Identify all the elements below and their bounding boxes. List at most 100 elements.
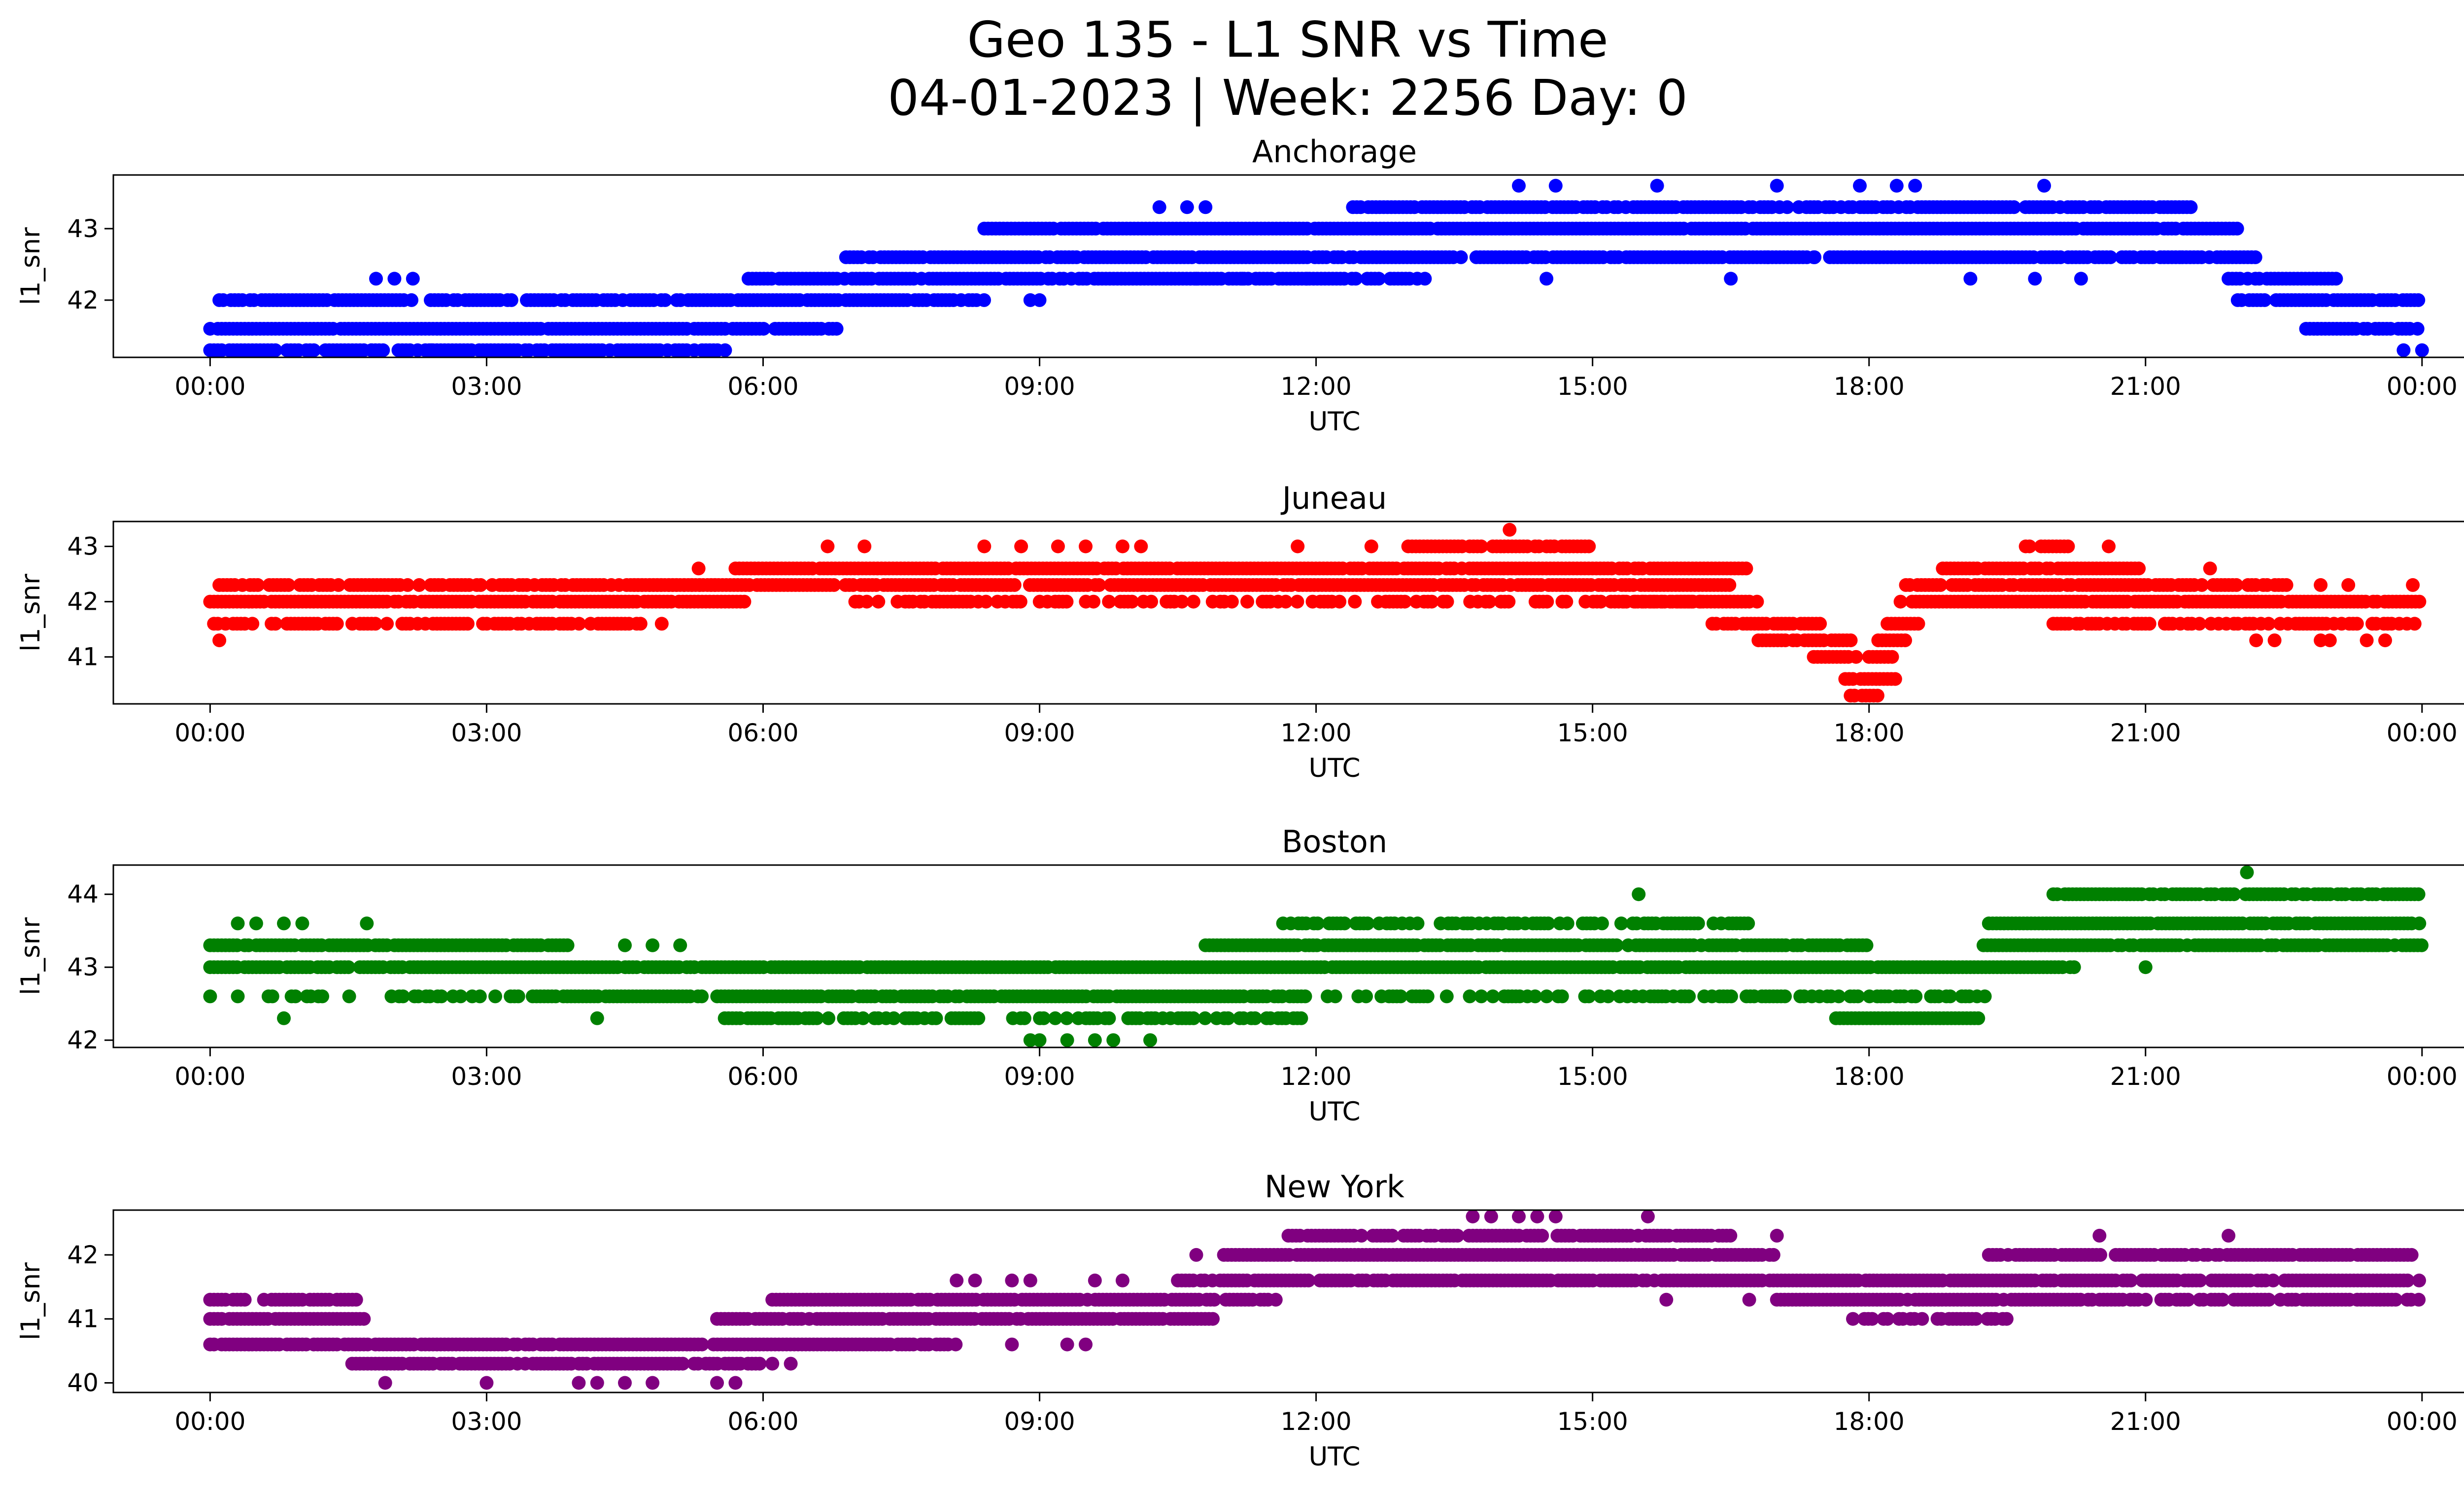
data-point bbox=[859, 594, 874, 609]
data-series bbox=[203, 522, 2427, 703]
data-point bbox=[1144, 594, 1158, 609]
figure-title-line2: 04-01-2023 | Week: 2256 Day: 0 bbox=[888, 69, 1688, 127]
y-tick-label: 42 bbox=[67, 286, 99, 314]
data-point bbox=[295, 916, 309, 931]
x-axis-label: UTC bbox=[1308, 1097, 1360, 1127]
data-point bbox=[1298, 989, 1312, 1004]
data-point bbox=[434, 989, 448, 1004]
data-point bbox=[1486, 989, 1500, 1004]
data-point bbox=[1778, 989, 1792, 1004]
data-point bbox=[977, 293, 991, 307]
data-point bbox=[1032, 1033, 1047, 1047]
data-point bbox=[1898, 633, 1912, 648]
data-point bbox=[474, 578, 488, 592]
y-axis-label: l1_snr bbox=[16, 227, 46, 305]
data-point bbox=[357, 1312, 371, 1326]
axes-frame bbox=[112, 864, 2464, 1048]
data-point bbox=[1482, 594, 1497, 609]
data-point bbox=[1348, 594, 1362, 609]
data-point bbox=[1761, 250, 1775, 264]
data-point bbox=[1333, 594, 1347, 609]
data-point bbox=[2407, 617, 2422, 631]
data-point bbox=[1911, 617, 1925, 631]
x-tick-label: 00:00 bbox=[174, 719, 245, 747]
x-tick-label: 06:00 bbox=[727, 372, 798, 401]
x-tick-label: 18:00 bbox=[1834, 719, 1905, 747]
data-point bbox=[1143, 1033, 1157, 1047]
data-point bbox=[460, 617, 475, 631]
panel-title: Juneau bbox=[1280, 480, 1387, 516]
data-point bbox=[1853, 178, 1867, 193]
data-point bbox=[1832, 989, 1846, 1004]
data-point bbox=[1235, 272, 1249, 286]
data-point bbox=[2410, 322, 2425, 336]
x-tick-label: 00:00 bbox=[174, 372, 245, 401]
data-point bbox=[1371, 272, 1386, 286]
data-point bbox=[281, 578, 296, 592]
data-point bbox=[1741, 916, 1755, 931]
data-point bbox=[1559, 594, 1574, 609]
data-point bbox=[2142, 617, 2156, 631]
data-point bbox=[2279, 578, 2293, 592]
data-point bbox=[401, 578, 415, 592]
data-point bbox=[1048, 1011, 1062, 1025]
data-point bbox=[1364, 539, 1378, 554]
data-point bbox=[1106, 1033, 1121, 1047]
data-point bbox=[676, 1356, 690, 1371]
data-point bbox=[1885, 650, 1899, 664]
y-tick-label: 44 bbox=[67, 880, 99, 908]
x-tick-label: 00:00 bbox=[2387, 372, 2458, 401]
data-point bbox=[979, 594, 993, 609]
data-point bbox=[1541, 916, 1555, 931]
data-point bbox=[2230, 221, 2244, 236]
data-point bbox=[1474, 989, 1488, 1004]
x-tick-label: 21:00 bbox=[2110, 719, 2181, 747]
data-point bbox=[1013, 594, 1027, 609]
data-point bbox=[949, 1337, 963, 1352]
data-point bbox=[1454, 250, 1468, 264]
x-tick-label: 12:00 bbox=[1281, 719, 1352, 747]
data-point bbox=[1813, 617, 1827, 631]
data-point bbox=[342, 989, 356, 1004]
data-point bbox=[1807, 250, 1821, 264]
data-point bbox=[1398, 594, 1412, 609]
data-point bbox=[1060, 594, 1074, 609]
data-series bbox=[203, 865, 2429, 1047]
x-tick-label: 15:00 bbox=[1557, 719, 1628, 747]
data-point bbox=[887, 1011, 901, 1025]
data-point bbox=[695, 1337, 709, 1352]
data-point bbox=[821, 1011, 836, 1025]
data-point bbox=[1310, 916, 1325, 931]
y-axis-label: l1_snr bbox=[16, 917, 46, 995]
data-point bbox=[2138, 960, 2153, 974]
data-point bbox=[618, 938, 632, 952]
data-point bbox=[2261, 617, 2276, 631]
data-point bbox=[511, 989, 525, 1004]
x-tick-label: 03:00 bbox=[451, 1062, 522, 1091]
data-point bbox=[2028, 272, 2042, 286]
data-point bbox=[1410, 916, 1425, 931]
data-point bbox=[1909, 989, 1923, 1004]
data-point bbox=[1632, 887, 1646, 902]
data-point bbox=[2037, 178, 2051, 193]
data-point bbox=[1528, 989, 1542, 1004]
figure-title-line1: Geo 135 - L1 SNR vs Time bbox=[967, 11, 1608, 69]
x-tick-label: 18:00 bbox=[1834, 1062, 1905, 1091]
data-point bbox=[2061, 539, 2075, 554]
data-point bbox=[1889, 178, 1904, 193]
x-tick-label: 00:00 bbox=[2387, 719, 2458, 747]
data-point bbox=[971, 1011, 986, 1025]
data-point bbox=[810, 1011, 824, 1025]
data-point bbox=[1051, 539, 1065, 554]
data-point bbox=[1440, 594, 1454, 609]
data-point bbox=[1079, 539, 1093, 554]
data-point bbox=[1614, 916, 1628, 931]
data-point bbox=[691, 561, 706, 576]
data-point bbox=[504, 293, 518, 307]
data-point bbox=[1394, 989, 1408, 1004]
data-point bbox=[1186, 594, 1200, 609]
data-point bbox=[1722, 578, 1737, 592]
data-point bbox=[380, 617, 394, 631]
data-point bbox=[251, 578, 265, 592]
y-tick-label: 41 bbox=[67, 643, 99, 671]
